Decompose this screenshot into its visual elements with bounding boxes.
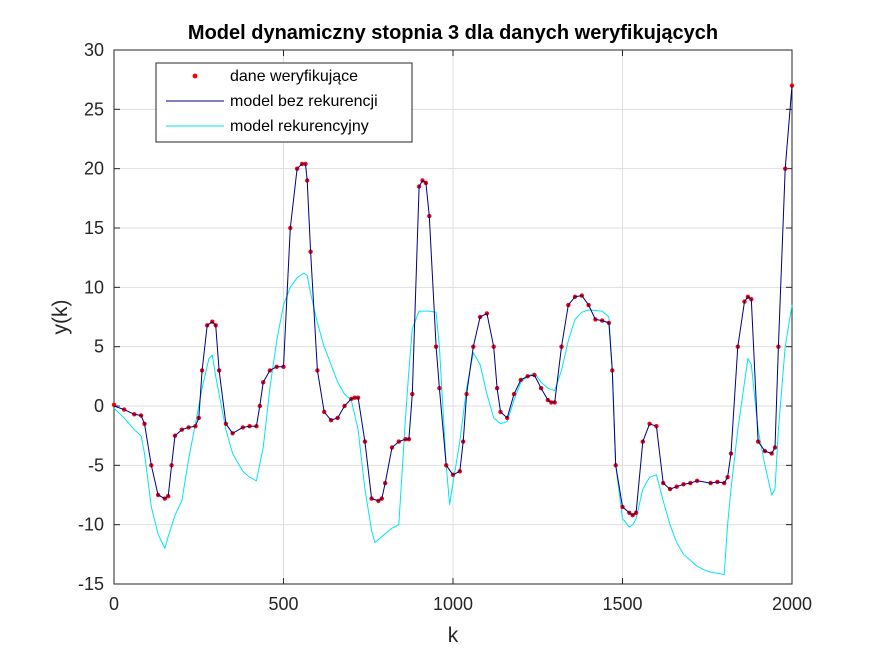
axis-ticks: 0 500 1000 1500 2000 -15 -10 -5 0 5 10 15 20 25 30 [78,40,812,614]
legend-swatch-0 [192,73,198,79]
x-tick-label: 1000 [433,594,473,614]
x-axis-label: k [448,624,459,647]
x-tick-label: 2000 [772,594,812,614]
series-line-2 [113,272,793,575]
legend-label-2: model rekurencyjny [230,118,369,135]
series-line-1 [113,85,793,516]
y-tick-label: 5 [94,337,104,357]
legend-box [155,62,413,143]
x-tick-label: 0 [109,594,119,614]
y-tick-label: -5 [88,455,104,475]
legend-label-1: model bez rekurencji [230,93,378,110]
y-axis-label: y(k) [49,300,72,335]
y-tick-label: -10 [78,515,104,535]
legend-label-0: dane weryfikujące [230,68,358,85]
y-tick-label: 10 [84,277,104,297]
y-tick-label: 0 [94,396,104,416]
y-tick-label: -15 [78,574,104,594]
y-tick-label: 15 [84,218,104,238]
series-layer [111,83,795,575]
y-tick-label: 30 [84,40,104,60]
legend: dane weryfikujące model bez rekurencji mod… [155,62,413,143]
y-tick-label: 25 [84,99,104,119]
x-tick-label: 1500 [602,594,642,614]
legend-entries: dane weryfikujące model bez rekurencji mod… [166,68,378,135]
chart-title: Model dynamiczny stopnia 3 dla danych we… [188,22,718,44]
x-tick-label: 500 [268,594,298,614]
y-tick-label: 20 [84,159,104,179]
